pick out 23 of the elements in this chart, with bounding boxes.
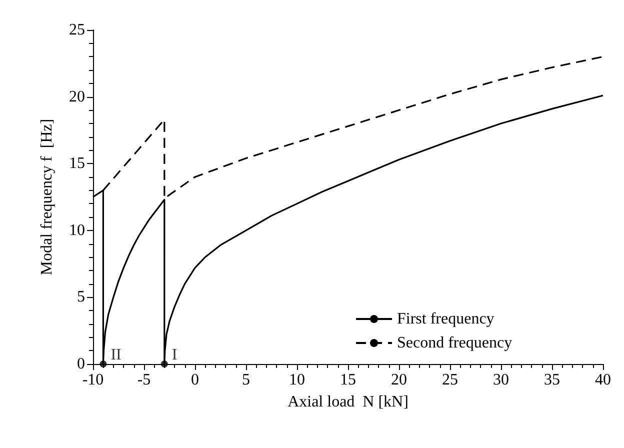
x-tick-label: 20 [391, 372, 407, 388]
x-tick-label: 5 [242, 372, 250, 388]
x-tick-label: 0 [191, 372, 199, 388]
x-axis-title: Axial load N [kN] [288, 394, 408, 410]
y-axis-title: Modal frequency f [Hz] [38, 118, 56, 276]
x-tick-label: 35 [544, 372, 560, 388]
y-tick-label: 25 [69, 22, 85, 38]
annotation: II [110, 346, 122, 364]
x-tick-label: 30 [493, 372, 509, 388]
y-tick-label: 5 [77, 288, 85, 306]
annotation: I [172, 346, 178, 364]
x-tick-label: -5 [137, 372, 151, 388]
x-tick-label: -10 [82, 372, 104, 388]
legend-label: Second frequency [397, 334, 512, 352]
y-tick-label: 20 [69, 88, 85, 106]
legend-label: First frequency [397, 310, 494, 328]
y-tick-label: 15 [69, 155, 85, 172]
x-tick-label: 25 [442, 372, 458, 388]
x-tick-label: 15 [340, 372, 356, 388]
y-tick-label: 10 [69, 222, 85, 239]
y-tick-label: 0 [77, 356, 85, 372]
x-tick-label: 40 [595, 372, 611, 388]
x-tick-label: 10 [289, 372, 305, 388]
